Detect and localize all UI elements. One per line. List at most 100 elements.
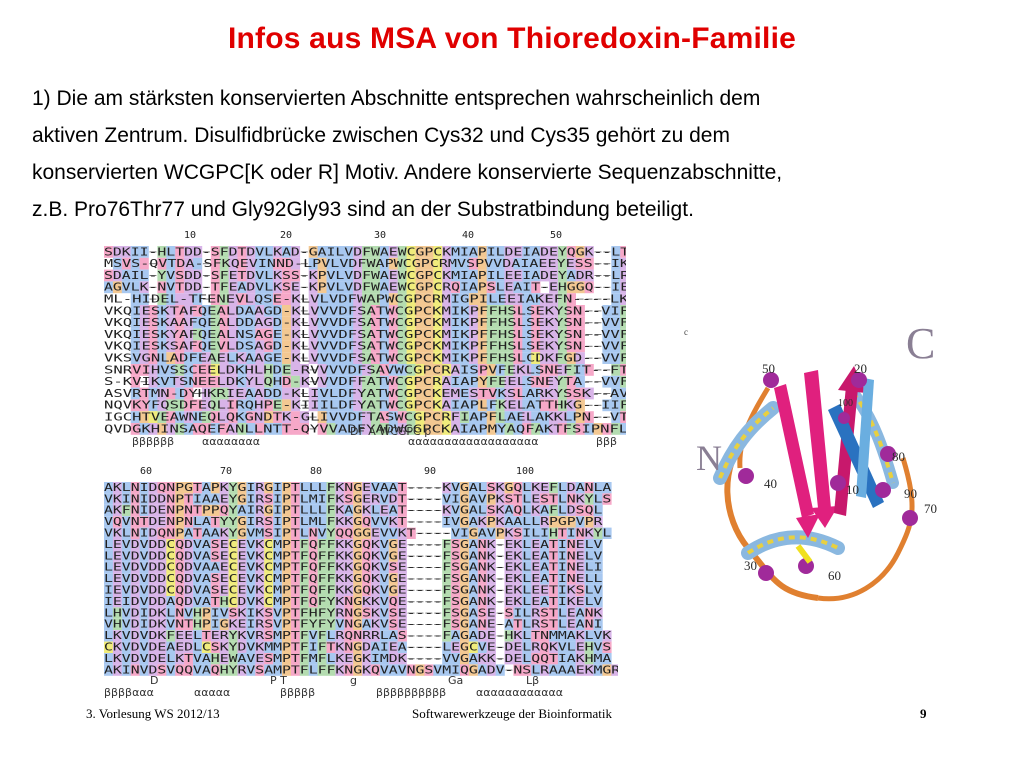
residue-cell: [308, 316, 318, 329]
residue-cell: [139, 305, 149, 317]
residue-cell: [495, 293, 505, 305]
residue-cell: [353, 584, 363, 596]
residue-cell: [130, 539, 140, 551]
residue-cell: [495, 281, 505, 294]
residue-cell: [584, 596, 594, 608]
residue-cell: [522, 630, 532, 642]
residue-cell: [442, 387, 452, 400]
residue-cell: [273, 423, 283, 435]
residue-cell: [584, 387, 594, 400]
residue-cell: [584, 504, 594, 517]
residue-cell: [246, 504, 256, 517]
sequence-text: IGCHTVEAWNEQLQKGNDTK-GLIVVDFTASWCGPCRFIA…: [104, 412, 626, 424]
residue-cell: [415, 399, 425, 412]
residue-label: 10: [846, 482, 859, 497]
residue-cell: [379, 664, 390, 676]
residue-cell: [210, 584, 220, 596]
residue-cell: [237, 493, 247, 505]
residue-cell: [602, 527, 612, 539]
residue-cell: [451, 550, 461, 562]
residue-cell: [549, 281, 559, 294]
residue-cell: [353, 641, 363, 653]
c-terminus-label: C: [906, 319, 935, 368]
residue-cell: [273, 550, 283, 562]
residue-cell: [210, 561, 220, 574]
residue-cell: [620, 328, 626, 341]
residue-cell: [557, 539, 568, 551]
residue-cell: [290, 340, 301, 353]
sequence-text: LKVDVDELKTVAHEWAVESMPTFMFLKEGKIMDK----VV…: [104, 653, 612, 665]
residue-cell: [175, 340, 185, 353]
residue-cell: [237, 257, 247, 270]
residue-cell: [433, 340, 443, 353]
residue-cell: [121, 641, 131, 653]
residue-cell: [468, 618, 479, 631]
residue-cell: [299, 561, 309, 574]
alignment-row: IEIDVDDAQDVATHCDVKCMPTFQFYKNGKKVQE----FS…: [104, 596, 603, 608]
residue-cell: [513, 257, 523, 270]
sequence-text: AGVLK-NVTDD-TFEADVLKSE-KPVLVDFWAEWCGPCRQ…: [104, 282, 626, 294]
residue-cell: [112, 482, 123, 494]
residue-cell: [442, 364, 452, 376]
residue-cell: [237, 573, 247, 585]
residue-cell: [184, 399, 194, 412]
residue-cell: [148, 411, 158, 423]
residue-sphere: [880, 446, 896, 462]
sequence-text: VKQIESKAAFQEALDDAGD-KLVVVDFSATWCGPCKMIKP…: [104, 317, 626, 329]
residue-cell: [130, 423, 140, 435]
residue-cell: [335, 399, 345, 412]
residue-cell: [273, 293, 283, 305]
residue-cell: [264, 573, 274, 585]
residue-cell: [495, 340, 505, 353]
residue-cell: [424, 281, 434, 294]
residue-cell: [317, 596, 327, 608]
residue-cell: [210, 375, 220, 388]
residue-label: 70: [924, 501, 937, 516]
residue-cell: [335, 423, 345, 435]
residue-cell: [299, 423, 309, 435]
residue-cell: [495, 305, 505, 317]
residue-cell: [620, 293, 626, 305]
residue-cell: [282, 411, 292, 423]
residue-cell: [397, 340, 407, 353]
residue-cell: [371, 423, 381, 435]
residue-cell: [219, 584, 229, 596]
residue-cell: [139, 411, 149, 423]
residue-cell: [282, 387, 292, 400]
residue-cell: [460, 493, 470, 505]
residue-cell: [557, 607, 568, 619]
residue-cell: [557, 516, 568, 528]
body-text: 1) Die am stärksten konservierten Abschn…: [32, 80, 992, 228]
residue-cell: [246, 375, 256, 388]
residue-cell: [317, 664, 327, 676]
residue-cell: [139, 550, 149, 562]
residue-sphere: [758, 565, 774, 581]
residue-cell: [157, 364, 167, 376]
residue-cell: [460, 257, 470, 270]
residue-cell: [148, 364, 158, 376]
residue-cell: [460, 364, 470, 376]
residue-cell: [566, 596, 576, 608]
residue-cell: [513, 411, 523, 423]
residue-cell: [201, 550, 212, 562]
alignment-row: AKINVDSVQQVAQHYRVSAMPTFLFFKNGKQVAVNGSVMI…: [104, 664, 618, 676]
residue-cell: [566, 423, 576, 435]
residue-cell: [237, 387, 247, 400]
residue-cell: [175, 293, 185, 305]
residue-cell: [593, 539, 603, 551]
residue-cell: [193, 257, 203, 270]
residue-cell: [504, 328, 514, 341]
residue-cell: [531, 482, 541, 494]
residue-cell: [468, 387, 479, 400]
residue-cell: [112, 584, 123, 596]
residue-cell: [246, 527, 256, 539]
residue-cell: [166, 423, 176, 435]
residue-cell: [157, 340, 167, 353]
residue-cell: [184, 293, 194, 305]
residue-cell: [468, 328, 479, 341]
residue-cell: [451, 561, 461, 574]
residue-cell: [504, 596, 514, 608]
residue-cell: [175, 269, 185, 282]
residue-cell: [522, 387, 532, 400]
residue-cell: [201, 482, 212, 494]
